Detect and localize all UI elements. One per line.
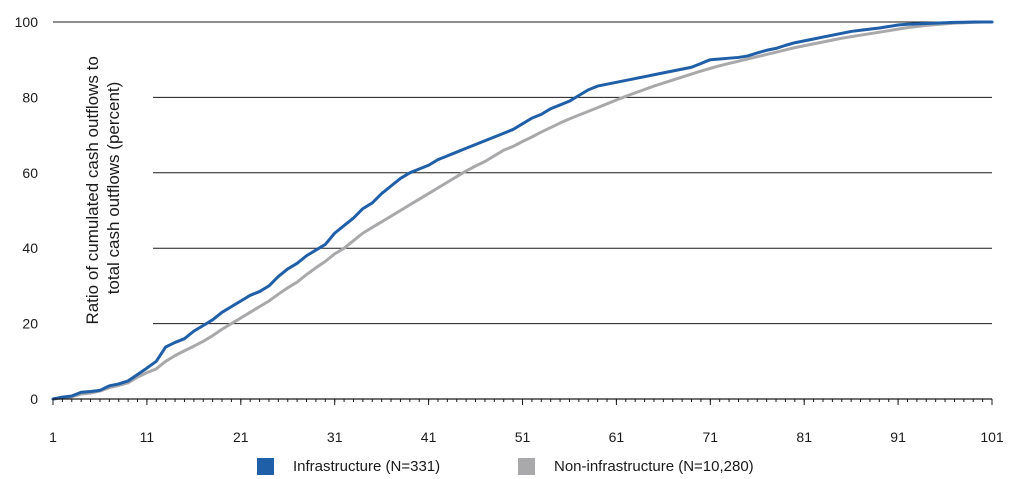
legend-item-infrastructure: Infrastructure (N=331) [257, 455, 440, 477]
legend-label-non-infrastructure: Non-infrastructure (N=10,280) [554, 457, 754, 475]
x-tick-label-51: 51 [515, 429, 531, 445]
y-tick-label-100: 100 [15, 14, 39, 30]
x-tick-label-61: 61 [609, 429, 625, 445]
x-tick-label-81: 81 [796, 429, 812, 445]
y-tick-label-80: 80 [22, 89, 38, 105]
axes [52, 398, 993, 405]
x-tick-label-21: 21 [233, 429, 249, 445]
y-tick-label-40: 40 [22, 240, 38, 256]
x-tick-label-31: 31 [327, 429, 343, 445]
series-layer [51, 20, 994, 401]
series-line-non-infrastructure [51, 20, 994, 401]
x-tick-label-101: 101 [980, 429, 1004, 445]
legend-swatch-infrastructure [257, 457, 274, 475]
y-axis-label-line-1: Ratio of cumulated cash outflows to [83, 56, 102, 324]
y-axis-label: Ratio of cumulated cash outflows to tota… [83, 51, 123, 324]
series-line-infrastructure [51, 20, 994, 401]
y-tick-label-20: 20 [22, 316, 38, 332]
x-tick-label-1: 1 [49, 429, 57, 445]
y-tick-label-0: 0 [30, 391, 38, 407]
x-tick-label-41: 41 [421, 429, 437, 445]
legend-label-infrastructure: Infrastructure (N=331) [293, 457, 441, 475]
y-tick-label-60: 60 [22, 165, 38, 181]
y-axis-label-line-2: total cash outflows (percent) [104, 82, 123, 295]
legend: Infrastructure (N=331) Non-infrastructur… [0, 455, 1009, 477]
legend-swatch-non-infrastructure [518, 457, 535, 475]
x-tick-label-71: 71 [703, 429, 719, 445]
x-tick-label-11: 11 [140, 429, 155, 445]
x-tick-label-91: 91 [890, 429, 906, 445]
legend-item-non-infrastructure: Non-infrastructure (N=10,280) [518, 455, 754, 477]
gridlines [53, 21, 992, 325]
